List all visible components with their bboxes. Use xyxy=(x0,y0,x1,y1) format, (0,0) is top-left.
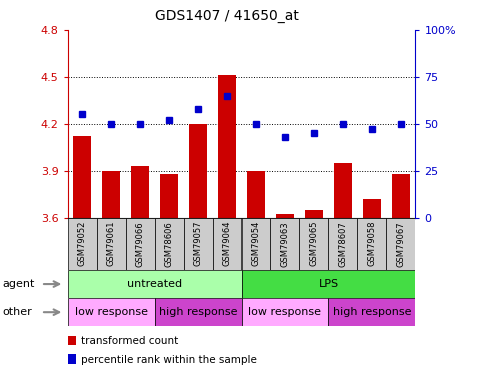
Text: low response: low response xyxy=(74,307,148,317)
Text: GSM79061: GSM79061 xyxy=(107,221,115,267)
Text: transformed count: transformed count xyxy=(81,336,178,346)
Bar xyxy=(73,136,91,218)
Bar xyxy=(386,217,415,270)
Bar xyxy=(155,217,184,270)
Text: untreated: untreated xyxy=(127,279,182,289)
Text: percentile rank within the sample: percentile rank within the sample xyxy=(81,355,257,365)
Text: GSM79054: GSM79054 xyxy=(252,221,260,266)
Bar xyxy=(276,214,294,217)
Bar xyxy=(102,171,120,217)
Text: GSM79057: GSM79057 xyxy=(194,221,202,267)
Bar xyxy=(392,174,410,217)
Bar xyxy=(305,210,323,218)
Text: high response: high response xyxy=(159,307,237,317)
Bar xyxy=(189,124,207,218)
Bar xyxy=(357,217,386,270)
Text: GSM79067: GSM79067 xyxy=(397,221,405,267)
Bar xyxy=(270,217,299,270)
Bar xyxy=(242,217,270,270)
Text: agent: agent xyxy=(2,279,35,289)
Bar xyxy=(213,217,242,270)
Text: low response: low response xyxy=(248,307,322,317)
Bar xyxy=(97,217,126,270)
Bar xyxy=(155,298,242,326)
Text: GSM79065: GSM79065 xyxy=(310,221,318,267)
Bar xyxy=(126,217,155,270)
Text: other: other xyxy=(2,307,32,317)
Bar xyxy=(68,217,97,270)
Bar xyxy=(247,171,265,217)
Bar xyxy=(328,298,415,326)
Text: GSM79066: GSM79066 xyxy=(136,221,144,267)
Bar xyxy=(218,75,236,217)
Text: GSM78607: GSM78607 xyxy=(339,221,347,267)
Bar xyxy=(160,174,178,217)
Text: LPS: LPS xyxy=(318,279,339,289)
Text: GSM78606: GSM78606 xyxy=(165,221,173,267)
Text: GSM79064: GSM79064 xyxy=(223,221,231,267)
Bar xyxy=(334,163,352,218)
Bar xyxy=(299,217,328,270)
Text: GSM79052: GSM79052 xyxy=(78,221,86,266)
Text: GSM79058: GSM79058 xyxy=(368,221,376,267)
Bar xyxy=(68,270,242,298)
Bar xyxy=(184,217,213,270)
Bar xyxy=(328,217,357,270)
Text: GSM79063: GSM79063 xyxy=(281,221,289,267)
Bar xyxy=(242,298,328,326)
Bar xyxy=(131,166,149,218)
Bar xyxy=(68,298,155,326)
Text: high response: high response xyxy=(333,307,411,317)
Bar xyxy=(363,199,381,217)
Text: GDS1407 / 41650_at: GDS1407 / 41650_at xyxy=(155,9,299,23)
Bar xyxy=(242,270,415,298)
